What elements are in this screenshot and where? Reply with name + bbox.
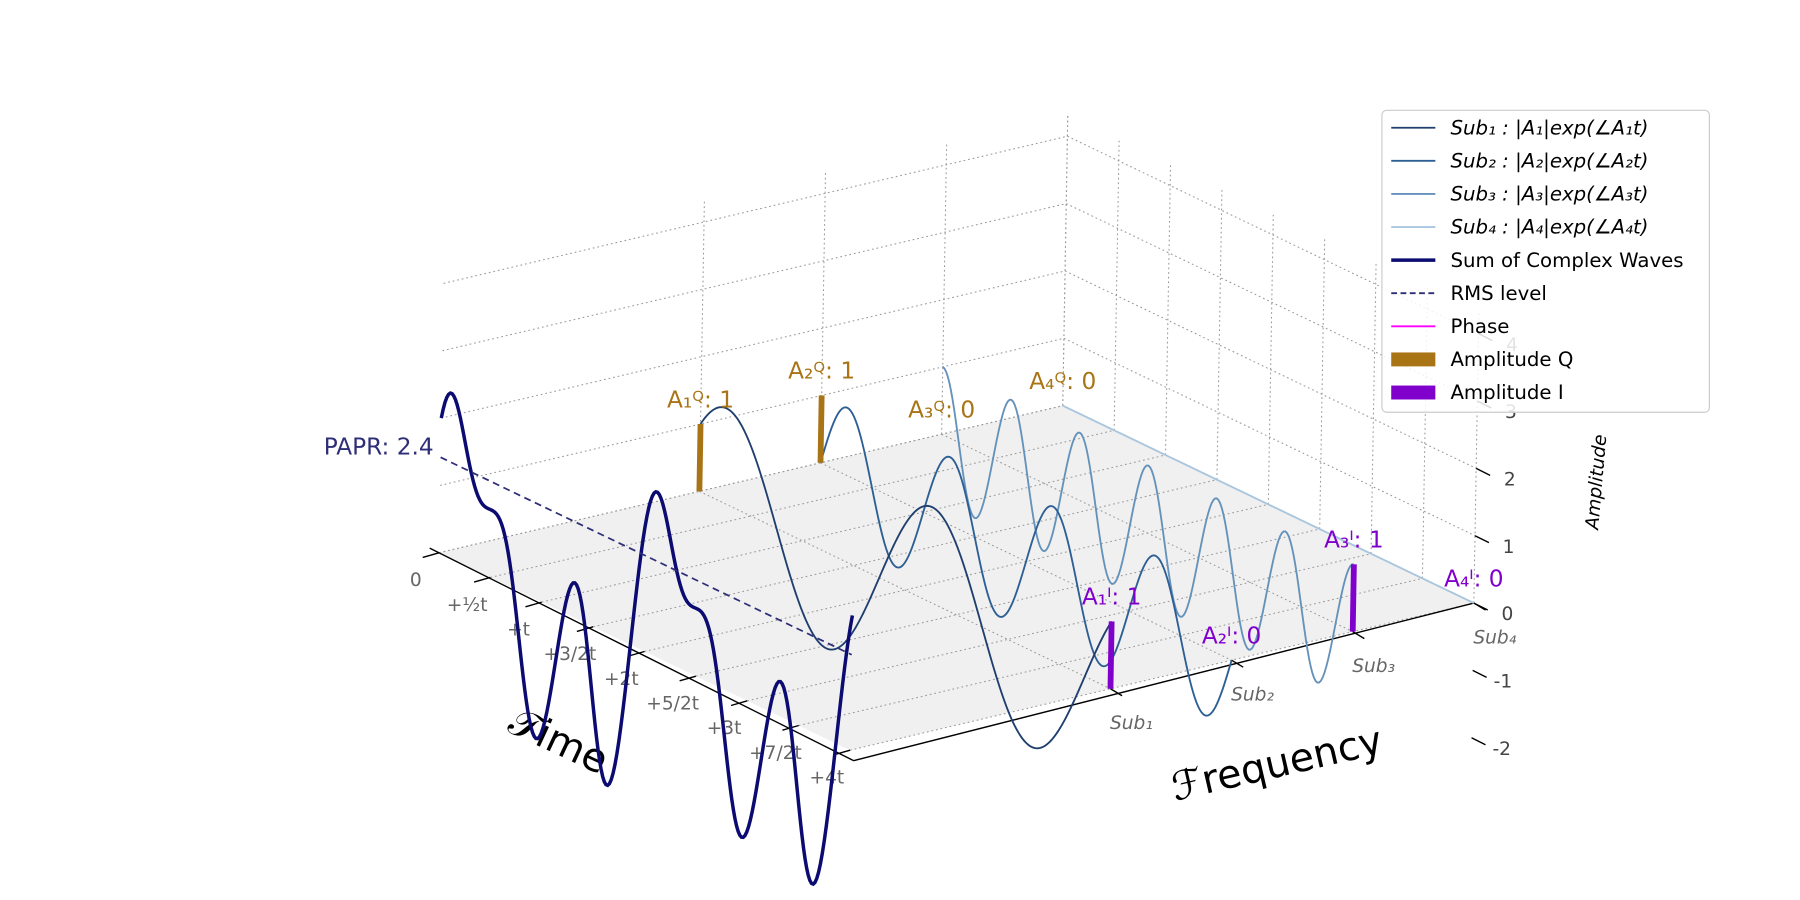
time-axis — [429, 547, 854, 762]
amplitude-label: A₄ᴵ: 0 — [1444, 565, 1503, 592]
x-tick — [730, 700, 748, 707]
x-tick — [473, 576, 491, 583]
sub-wave — [699, 406, 1113, 750]
x-tick-label: 0 — [410, 570, 422, 591]
amplitude-label: A₂ᴵ: 0 — [1202, 622, 1261, 649]
grid-line — [1216, 190, 1223, 480]
grid-line — [941, 433, 1353, 633]
grid-line — [1062, 116, 1069, 406]
x-tick — [833, 749, 851, 756]
z-tick — [1475, 467, 1491, 476]
amplitude-label: A₁ꟴ: 1 — [667, 386, 734, 413]
amplitude-bar — [1349, 564, 1357, 632]
grid-line — [698, 201, 705, 492]
grid-line — [443, 135, 1068, 284]
z-tick — [1474, 535, 1490, 544]
amplitude-bar — [696, 423, 704, 492]
z-tick — [1473, 602, 1489, 611]
z-tick — [1472, 669, 1487, 679]
y-tick — [1352, 631, 1365, 640]
frequency-axis — [853, 602, 1475, 762]
grid-line — [1066, 203, 1478, 402]
legend-label: Sub₁ : |A₁|exp(∠A₁t) — [1450, 116, 1648, 139]
amplitude-label: A₃ꟴ: 0 — [908, 396, 975, 423]
z-tick-label: 1 — [1503, 537, 1515, 558]
legend-label: Sum of Complex Waves — [1450, 249, 1683, 272]
z-tick-label: -2 — [1492, 739, 1511, 760]
legend: Sub₁ : |A₁|exp(∠A₁t) Sub₂ : |A₂|exp(∠A₂t)… — [1381, 109, 1710, 413]
sum-wave — [439, 391, 855, 887]
legend-label: Amplitude Q — [1450, 348, 1573, 371]
y-tick-label: Sub₃ — [1352, 656, 1395, 677]
x-tick — [422, 552, 440, 559]
x-tick — [628, 650, 645, 657]
y-tick-label: Sub₁ — [1110, 713, 1153, 734]
z-tick-label: 2 — [1504, 469, 1516, 490]
x-tick-label: +5/2t — [646, 694, 699, 715]
grid-line — [1267, 214, 1274, 505]
amplitude-bar — [1107, 621, 1115, 689]
grid-line — [699, 490, 1111, 690]
grid-line — [1473, 313, 1480, 604]
legend-label: Sub₃ : |A₃|exp(∠A₃t) — [1450, 183, 1648, 206]
z-tick-label: -1 — [1494, 672, 1513, 693]
legend-label: Amplitude I — [1450, 381, 1563, 404]
grid-line — [442, 203, 1067, 352]
grid-line — [941, 144, 948, 435]
grid-line — [1319, 239, 1326, 530]
x-tick — [525, 601, 542, 608]
sub-wave — [942, 366, 1354, 684]
amplitude-label: A₃ᴵ: 1 — [1324, 527, 1383, 554]
amplitude-label: A₁ᴵ: 1 — [1082, 584, 1141, 611]
amplitude-label: A₂ꟴ: 1 — [788, 358, 855, 385]
legend-label: Sub₄ : |A₄|exp(∠A₄t) — [1450, 216, 1648, 239]
legend-swatch — [1391, 352, 1436, 367]
legend-label: Sub₂ : |A₂|exp(∠A₂t) — [1450, 150, 1648, 173]
papr-label: PAPR: 2.4 — [324, 434, 434, 461]
grid-line — [819, 173, 827, 463]
sub-wave — [1062, 404, 1475, 604]
legend-box — [1381, 109, 1710, 413]
grid-line — [1063, 337, 1476, 537]
x-tick-label: +½t — [447, 595, 488, 616]
grid-line — [1113, 140, 1120, 431]
front-layer: PAPR: 2.4 A₁ꟴ: 1 A₂ꟴ: 1 A₃ꟴ: 0 A₄ꟴ: 0 A₁ᴵ: 1 A… — [324, 358, 1504, 887]
z-tick-label: 0 — [1502, 604, 1514, 625]
grid-line — [1370, 264, 1377, 554]
x-tick-label: +2t — [604, 669, 639, 690]
x-tick-label: +4t — [810, 768, 845, 789]
y-axis-label: ℱrequency — [1167, 717, 1387, 810]
sub-wave — [819, 406, 1233, 717]
legend-label: RMS level — [1450, 282, 1546, 305]
x-tick — [679, 675, 697, 682]
floor-pane — [438, 405, 1474, 751]
y-tick-label: Sub₂ — [1231, 685, 1274, 706]
legend-swatch — [1391, 385, 1436, 400]
grid-line — [1165, 165, 1172, 456]
y-tick — [1231, 659, 1244, 668]
y-tick — [1110, 688, 1123, 697]
amplitude-label: A₄ꟴ: 0 — [1029, 368, 1096, 395]
rms-line — [440, 456, 853, 656]
y-tick-label: Sub₄ — [1473, 627, 1516, 648]
z-axis-label: Amplitude — [1582, 434, 1611, 532]
amplitude-bar — [817, 395, 825, 463]
grid-line — [1421, 288, 1428, 579]
legend-label: Phase — [1450, 315, 1509, 338]
z-tick — [1471, 737, 1486, 746]
